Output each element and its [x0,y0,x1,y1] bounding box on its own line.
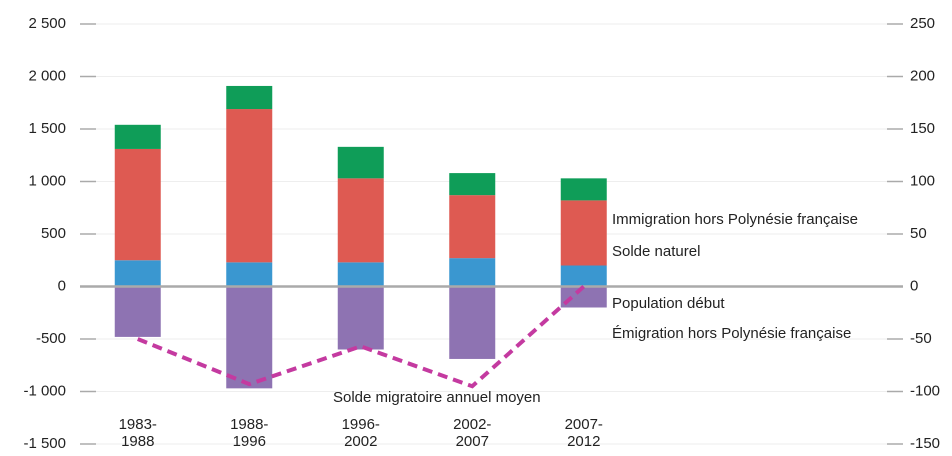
bar-segment [337,262,384,287]
bar-segment [560,286,607,308]
series-label: Solde naturel [612,243,700,260]
y2-tick-label: -50 [910,330,932,347]
y-tick-label: -500 [36,330,66,347]
bar-segment [114,286,161,337]
y-tick-label: 2 500 [28,15,66,32]
series-label: Population début [612,295,725,312]
x-tick-label: 1988-1996 [230,416,269,450]
x-tick-label: 2002-2007 [453,416,492,450]
bar-segment [226,85,273,110]
bar-segment [114,124,161,149]
y-tick-label: -1 500 [23,435,66,452]
bar-segment [560,178,607,201]
bar-segment [226,262,273,287]
bar-segment [449,258,496,287]
bar-segment [560,200,607,266]
y-tick-label: 1 000 [28,172,66,189]
x-tick-label: 1983-1988 [118,416,157,450]
y2-tick-label: 100 [910,172,935,189]
bar-segment [560,265,607,287]
bar-segment [449,195,496,259]
bar-segment [337,146,384,179]
y-tick-label: 0 [58,277,66,294]
bar-segment [449,173,496,196]
y-tick-label: 500 [41,225,66,242]
y2-tick-label: -100 [910,382,940,399]
bar-segment [337,286,384,350]
y-tick-label: -1 000 [23,382,66,399]
y2-tick-label: 0 [910,277,918,294]
bar-segment [226,109,273,263]
y2-tick-label: -150 [910,435,940,452]
y2-tick-label: 250 [910,15,935,32]
series-label: Immigration hors Polynésie française [612,211,858,228]
y2-tick-label: 200 [910,67,935,84]
series-label: Solde migratoire annuel moyen [333,389,541,406]
x-tick-label: 2007-2012 [564,416,603,450]
y2-tick-label: 50 [910,225,927,242]
line-series [136,285,586,389]
bar-segment [114,260,161,287]
x-tick-label: 1996-2002 [341,416,380,450]
series-label: Émigration hors Polynésie française [612,325,851,342]
y2-tick-label: 150 [910,120,935,137]
y-tick-label: 2 000 [28,67,66,84]
bar-segment [449,286,496,359]
bar-segment [226,286,273,389]
bar-segment [337,178,384,263]
bar-segment [114,148,161,261]
y-tick-label: 1 500 [28,120,66,137]
